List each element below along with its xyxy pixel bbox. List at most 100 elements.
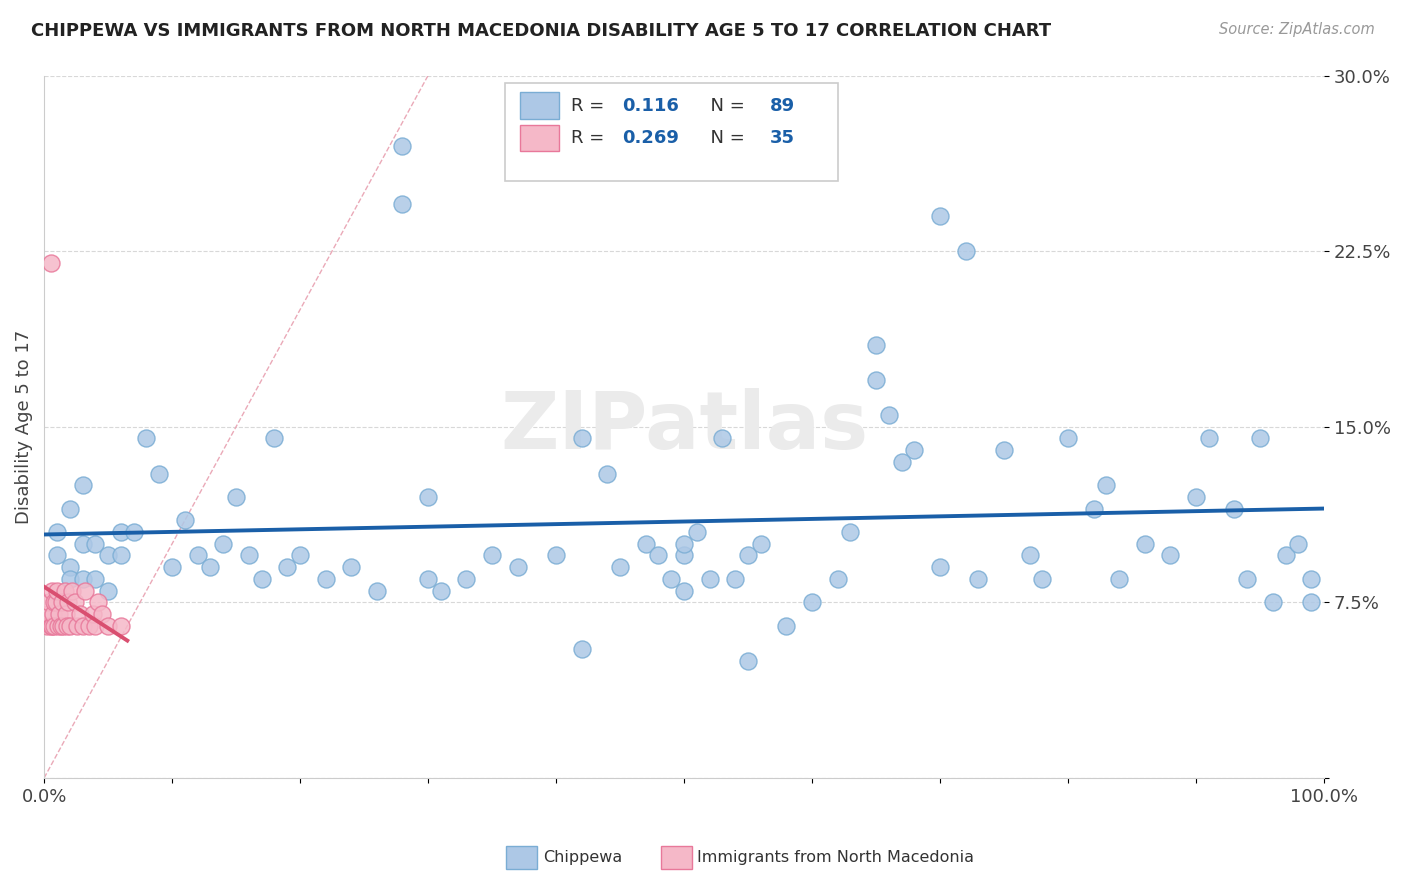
Point xyxy=(315,572,337,586)
Point xyxy=(41,618,63,632)
Text: 0.269: 0.269 xyxy=(623,129,679,147)
Point xyxy=(35,618,58,632)
Point xyxy=(45,525,67,540)
Point xyxy=(173,513,195,527)
Point xyxy=(38,595,60,609)
Point xyxy=(955,244,977,259)
Point xyxy=(72,537,94,551)
Point xyxy=(737,549,759,563)
Point xyxy=(97,618,120,632)
Point xyxy=(1301,595,1323,609)
Point xyxy=(366,583,388,598)
Point xyxy=(672,583,695,598)
Point xyxy=(647,549,669,563)
Point xyxy=(58,595,80,609)
Point xyxy=(53,583,76,598)
Point xyxy=(276,560,298,574)
Point xyxy=(1133,537,1156,551)
Point xyxy=(711,432,734,446)
Point xyxy=(72,572,94,586)
Point xyxy=(1249,432,1271,446)
Point xyxy=(686,525,709,540)
Point xyxy=(52,618,75,632)
Text: R =: R = xyxy=(571,96,610,115)
Point xyxy=(929,560,952,574)
Point xyxy=(39,618,62,632)
Point xyxy=(187,549,209,563)
Point xyxy=(1274,549,1296,563)
Point xyxy=(122,525,145,540)
Point xyxy=(46,618,69,632)
Point xyxy=(877,408,900,422)
Point xyxy=(200,560,222,574)
Point xyxy=(749,537,772,551)
Point xyxy=(430,583,453,598)
FancyBboxPatch shape xyxy=(505,83,838,181)
Point xyxy=(967,572,990,586)
Point xyxy=(82,607,104,621)
Point xyxy=(48,607,70,621)
Point xyxy=(1261,595,1284,609)
Point xyxy=(69,607,91,621)
Point xyxy=(45,549,67,563)
Point xyxy=(42,607,65,621)
Point xyxy=(1108,572,1130,586)
Point xyxy=(1236,572,1258,586)
Point xyxy=(77,618,100,632)
Point xyxy=(1057,432,1080,446)
Point xyxy=(571,642,593,657)
Point xyxy=(84,572,107,586)
Text: 35: 35 xyxy=(769,129,794,147)
Point xyxy=(110,549,132,563)
Point xyxy=(56,618,79,632)
Point xyxy=(44,595,66,609)
Point xyxy=(865,338,887,352)
Point xyxy=(672,537,695,551)
Point xyxy=(775,618,797,632)
Point xyxy=(110,525,132,540)
Point xyxy=(75,583,97,598)
Point xyxy=(97,549,120,563)
Point xyxy=(59,560,82,574)
Point xyxy=(659,572,682,586)
Point xyxy=(263,432,285,446)
Point xyxy=(724,572,747,586)
Point xyxy=(45,595,67,609)
Y-axis label: Disability Age 5 to 17: Disability Age 5 to 17 xyxy=(15,329,32,524)
Point xyxy=(1018,549,1040,563)
Point xyxy=(890,455,912,469)
Point xyxy=(238,549,260,563)
Point xyxy=(37,607,59,621)
Point xyxy=(903,443,925,458)
Point xyxy=(416,572,439,586)
Point xyxy=(59,501,82,516)
Point xyxy=(1031,572,1053,586)
Point xyxy=(63,595,86,609)
Point xyxy=(456,572,478,586)
Point xyxy=(97,583,120,598)
Point xyxy=(225,490,247,504)
Point xyxy=(699,572,721,586)
Point xyxy=(84,537,107,551)
Point xyxy=(160,560,183,574)
Point xyxy=(1198,432,1220,446)
FancyBboxPatch shape xyxy=(520,93,558,119)
Point xyxy=(801,595,824,609)
Text: CHIPPEWA VS IMMIGRANTS FROM NORTH MACEDONIA DISABILITY AGE 5 TO 17 CORRELATION C: CHIPPEWA VS IMMIGRANTS FROM NORTH MACEDO… xyxy=(31,22,1052,40)
Point xyxy=(865,373,887,387)
Text: R =: R = xyxy=(571,129,610,147)
Point xyxy=(993,443,1015,458)
Point xyxy=(506,560,529,574)
Point xyxy=(72,618,94,632)
Point xyxy=(1301,572,1323,586)
Point xyxy=(288,549,311,563)
Text: Chippewa: Chippewa xyxy=(543,850,621,864)
Point xyxy=(44,618,66,632)
Point xyxy=(481,549,503,563)
Point xyxy=(110,618,132,632)
Point xyxy=(148,467,170,481)
Point xyxy=(634,537,657,551)
Point xyxy=(55,607,77,621)
Point xyxy=(827,572,849,586)
Point xyxy=(60,583,83,598)
